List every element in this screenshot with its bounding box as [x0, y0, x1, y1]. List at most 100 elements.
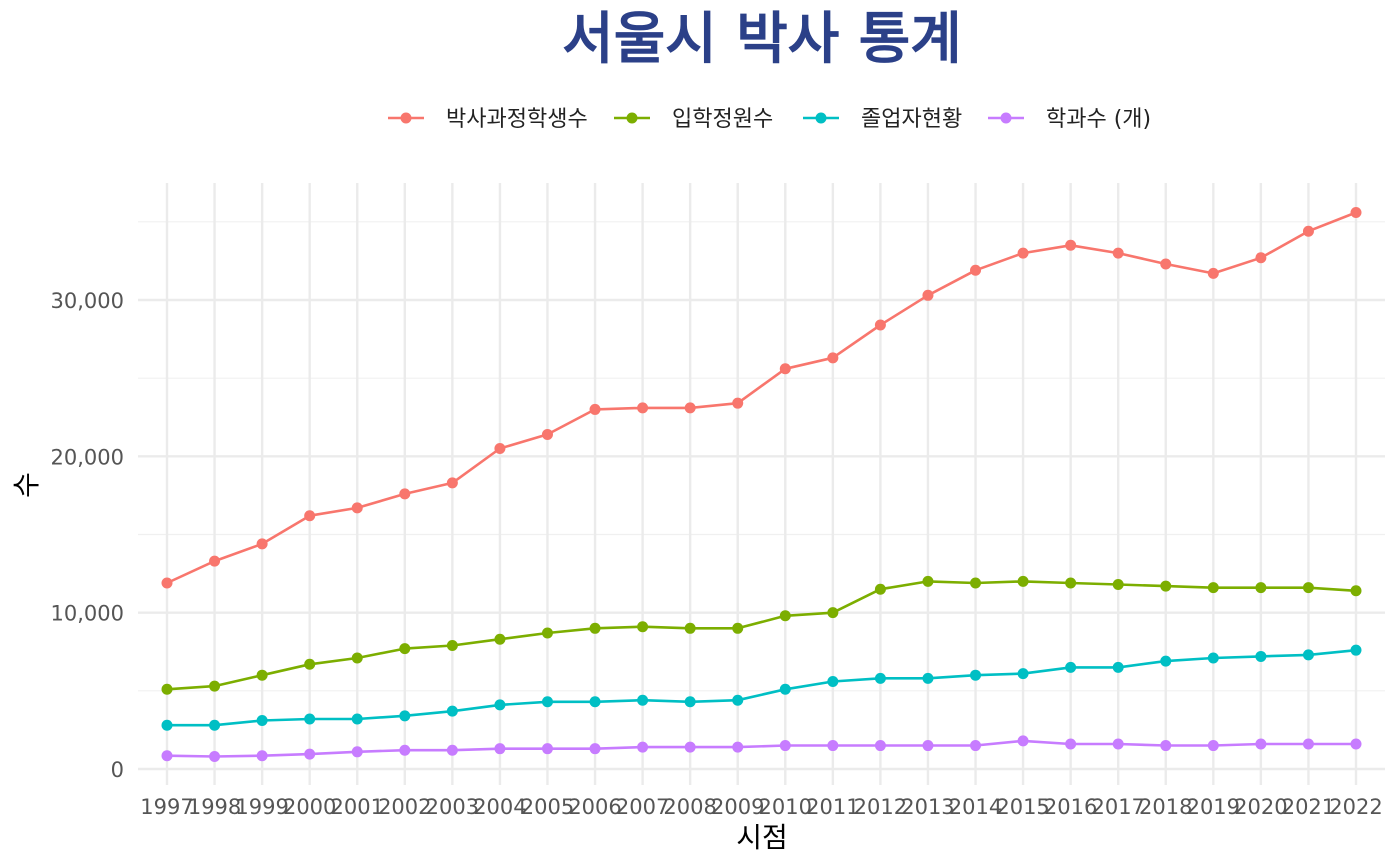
data-point: [922, 575, 934, 587]
data-point: [1302, 225, 1314, 237]
data-point: [922, 740, 934, 752]
legend-key-point: [1000, 112, 1012, 124]
data-point: [1207, 740, 1219, 752]
data-point: [1160, 580, 1172, 592]
series-line: [167, 648, 1357, 727]
legend-item: 학과수 (개): [988, 107, 1151, 132]
data-point: [1065, 577, 1077, 589]
x-tick-label: 1998: [188, 795, 241, 819]
series-line: [166, 580, 1357, 691]
series-line: [166, 739, 1356, 758]
data-point: [1017, 247, 1029, 259]
x-tick-label: 2010: [759, 795, 812, 819]
x-tick-label: 2021: [1282, 795, 1335, 819]
x-tick-label: 2019: [1187, 795, 1240, 819]
data-point: [1017, 575, 1029, 587]
data-point: [161, 750, 173, 762]
legend-key-point: [400, 112, 412, 124]
data-point: [970, 669, 982, 681]
data-point: [589, 696, 601, 708]
data-point: [732, 622, 744, 634]
y-axis-title: 수: [10, 472, 43, 498]
data-point: [446, 705, 458, 717]
data-point: [1160, 655, 1172, 667]
series-4: [161, 735, 1362, 762]
x-tick-label: 2012: [854, 795, 907, 819]
data-point: [589, 743, 601, 755]
data-point: [1350, 206, 1362, 218]
data-point: [589, 622, 601, 634]
data-point: [304, 748, 316, 760]
data-point: [399, 744, 411, 756]
x-tick-label: 2017: [1091, 795, 1144, 819]
x-tick-label: 1999: [235, 795, 288, 819]
legend-item: 박사과정학생수: [388, 107, 588, 132]
chart-title: 서울시 박사 통계: [562, 7, 962, 72]
data-point: [541, 696, 553, 708]
x-tick-label: 2000: [283, 795, 336, 819]
data-point: [1207, 652, 1219, 664]
data-point: [1255, 738, 1267, 750]
series-3: [161, 644, 1362, 731]
x-axis-title: 시점: [736, 821, 788, 854]
data-point: [446, 744, 458, 756]
data-point: [970, 264, 982, 276]
data-point: [970, 740, 982, 752]
x-tick-label: 1997: [140, 795, 193, 819]
data-point: [209, 750, 221, 762]
data-point: [304, 658, 316, 670]
data-point: [1255, 650, 1267, 662]
x-tick-label: 2007: [616, 795, 669, 819]
data-point: [874, 583, 886, 595]
data-point: [256, 715, 268, 727]
data-point: [732, 741, 744, 753]
data-point: [446, 639, 458, 651]
data-point: [209, 555, 221, 567]
x-tick-label: 2015: [996, 795, 1049, 819]
data-point: [351, 746, 363, 758]
data-point: [827, 740, 839, 752]
data-point: [1302, 582, 1314, 594]
data-point: [494, 633, 506, 645]
series-1: [161, 206, 1362, 589]
legend-item: 졸업자현황: [803, 107, 962, 132]
x-tick-label: 2020: [1234, 795, 1287, 819]
y-tick-label: 10,000: [51, 602, 124, 626]
data-point: [1017, 668, 1029, 680]
data-point: [161, 683, 173, 695]
legend-label: 입학정원수: [672, 107, 773, 132]
data-point: [637, 402, 649, 414]
data-point: [209, 719, 221, 731]
data-point: [1065, 239, 1077, 251]
data-point: [1207, 582, 1219, 594]
x-tick-label: 2014: [949, 795, 1002, 819]
data-point: [922, 289, 934, 301]
data-point: [779, 363, 791, 375]
data-point: [637, 621, 649, 633]
x-tick-label: 2008: [663, 795, 716, 819]
data-point: [494, 443, 506, 455]
data-point: [161, 719, 173, 731]
data-point: [1160, 740, 1172, 752]
data-point: [1112, 247, 1124, 259]
data-point: [827, 675, 839, 687]
legend-item: 입학정원수: [614, 107, 773, 132]
data-point: [1207, 267, 1219, 279]
x-tick-label: 2001: [331, 795, 384, 819]
data-point: [1160, 258, 1172, 270]
series-2: [161, 575, 1362, 695]
series-line: [166, 211, 1357, 585]
data-point: [922, 672, 934, 684]
series-layer: [161, 206, 1362, 762]
y-tick-label: 20,000: [51, 445, 124, 469]
data-point: [779, 683, 791, 695]
data-point: [1112, 661, 1124, 673]
data-point: [304, 510, 316, 522]
legend: 박사과정학생수 입학정원수 졸업자현황 학과수 (개): [388, 107, 1151, 132]
data-point: [351, 502, 363, 514]
data-point: [1302, 738, 1314, 750]
y-tick-label: 0: [111, 758, 124, 782]
data-point: [446, 477, 458, 489]
data-point: [874, 672, 886, 684]
